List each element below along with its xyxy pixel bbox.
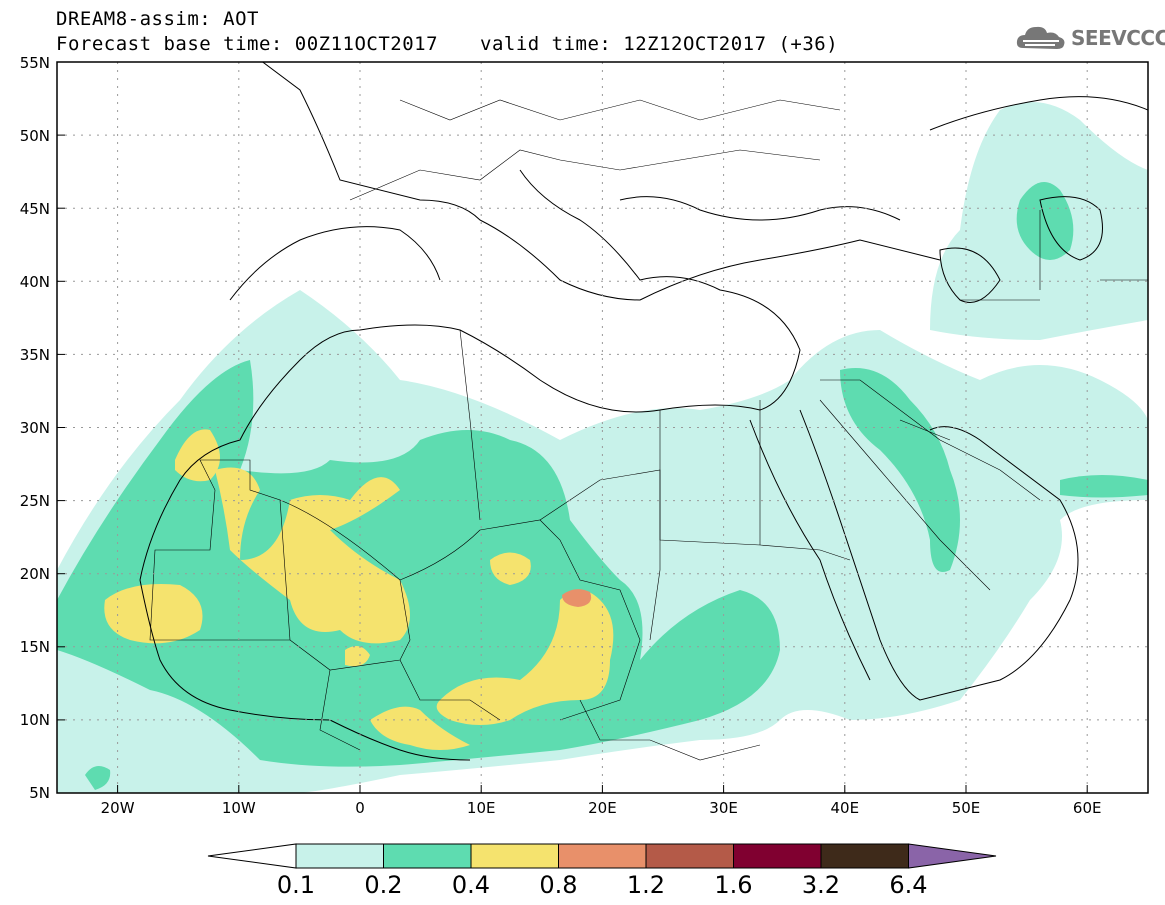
- lon-label: 50E: [952, 799, 981, 817]
- colorbar-under-arrow: [207, 843, 297, 869]
- logo-text: SEEVCCC: [1071, 26, 1165, 50]
- lat-label: 35N: [20, 346, 50, 364]
- valid-time: valid time: 12Z12OCT2017 (+36): [480, 33, 839, 55]
- colorbar-segment: [383, 843, 472, 869]
- lat-label: 15N: [20, 638, 50, 656]
- lon-label: 10E: [467, 799, 496, 817]
- lat-label: 5N: [29, 784, 50, 802]
- lon-label: 20E: [588, 799, 617, 817]
- aot-level-0.8: [562, 589, 592, 607]
- lat-label: 30N: [20, 419, 50, 437]
- colorbar-segment: [645, 843, 734, 869]
- tick-marks: [57, 61, 1088, 794]
- lat-label: 55N: [20, 54, 50, 72]
- lon-label: 60E: [1073, 799, 1102, 817]
- country-borders: [149, 99, 1148, 761]
- seevccc-logo: SEEVCCC: [1015, 20, 1165, 56]
- map-title: DREAM8-assim: AOT: [56, 8, 259, 30]
- colorbar-label: 0.8: [539, 871, 577, 899]
- colorbar-label: 3.2: [802, 871, 840, 899]
- lat-label: 25N: [20, 492, 50, 510]
- lon-label: 20W: [101, 799, 135, 817]
- colorbar-segment: [470, 843, 559, 869]
- colorbar-label: 0.4: [452, 871, 490, 899]
- colorbar-over-arrow: [908, 843, 997, 869]
- colorbar: 0.1 0.2 0.4 0.8 1.2 1.6 3.2 6.4: [207, 843, 997, 899]
- colorbar-label: 6.4: [889, 871, 927, 899]
- lat-label: 10N: [20, 711, 50, 729]
- latitude-labels: 55N 50N 45N 40N 35N 30N 25N 20N 15N 10N …: [20, 54, 50, 802]
- forecast-base-time: Forecast base time: 00Z11OCT2017: [56, 33, 439, 55]
- lon-label: 30E: [709, 799, 738, 817]
- lat-label: 50N: [20, 127, 50, 145]
- lon-label: 10W: [222, 799, 256, 817]
- colorbar-segment: [733, 843, 822, 869]
- colorbar-label: 0.1: [277, 871, 315, 899]
- lat-label: 20N: [20, 565, 50, 583]
- colorbar-label: 1.2: [627, 871, 665, 899]
- aot-level-0.4: [104, 429, 614, 750]
- cloud-logo-icon: [1016, 26, 1065, 49]
- lat-label: 45N: [20, 200, 50, 218]
- colorbar-segment: [295, 843, 384, 869]
- longitude-labels: 20W 10W 0 10E 20E 30E 40E 50E 60E: [101, 799, 1102, 817]
- colorbar-segment: [558, 843, 647, 869]
- colorbar-label: 1.6: [714, 871, 752, 899]
- aot-field: [57, 102, 1148, 793]
- grid-lines: [57, 62, 1148, 793]
- lon-label: 40E: [831, 799, 860, 817]
- coastlines: [139, 62, 1148, 761]
- colorbar-segment: [820, 843, 909, 869]
- lon-label: 0: [355, 799, 365, 817]
- colorbar-label: 0.2: [364, 871, 402, 899]
- lat-label: 40N: [20, 273, 50, 291]
